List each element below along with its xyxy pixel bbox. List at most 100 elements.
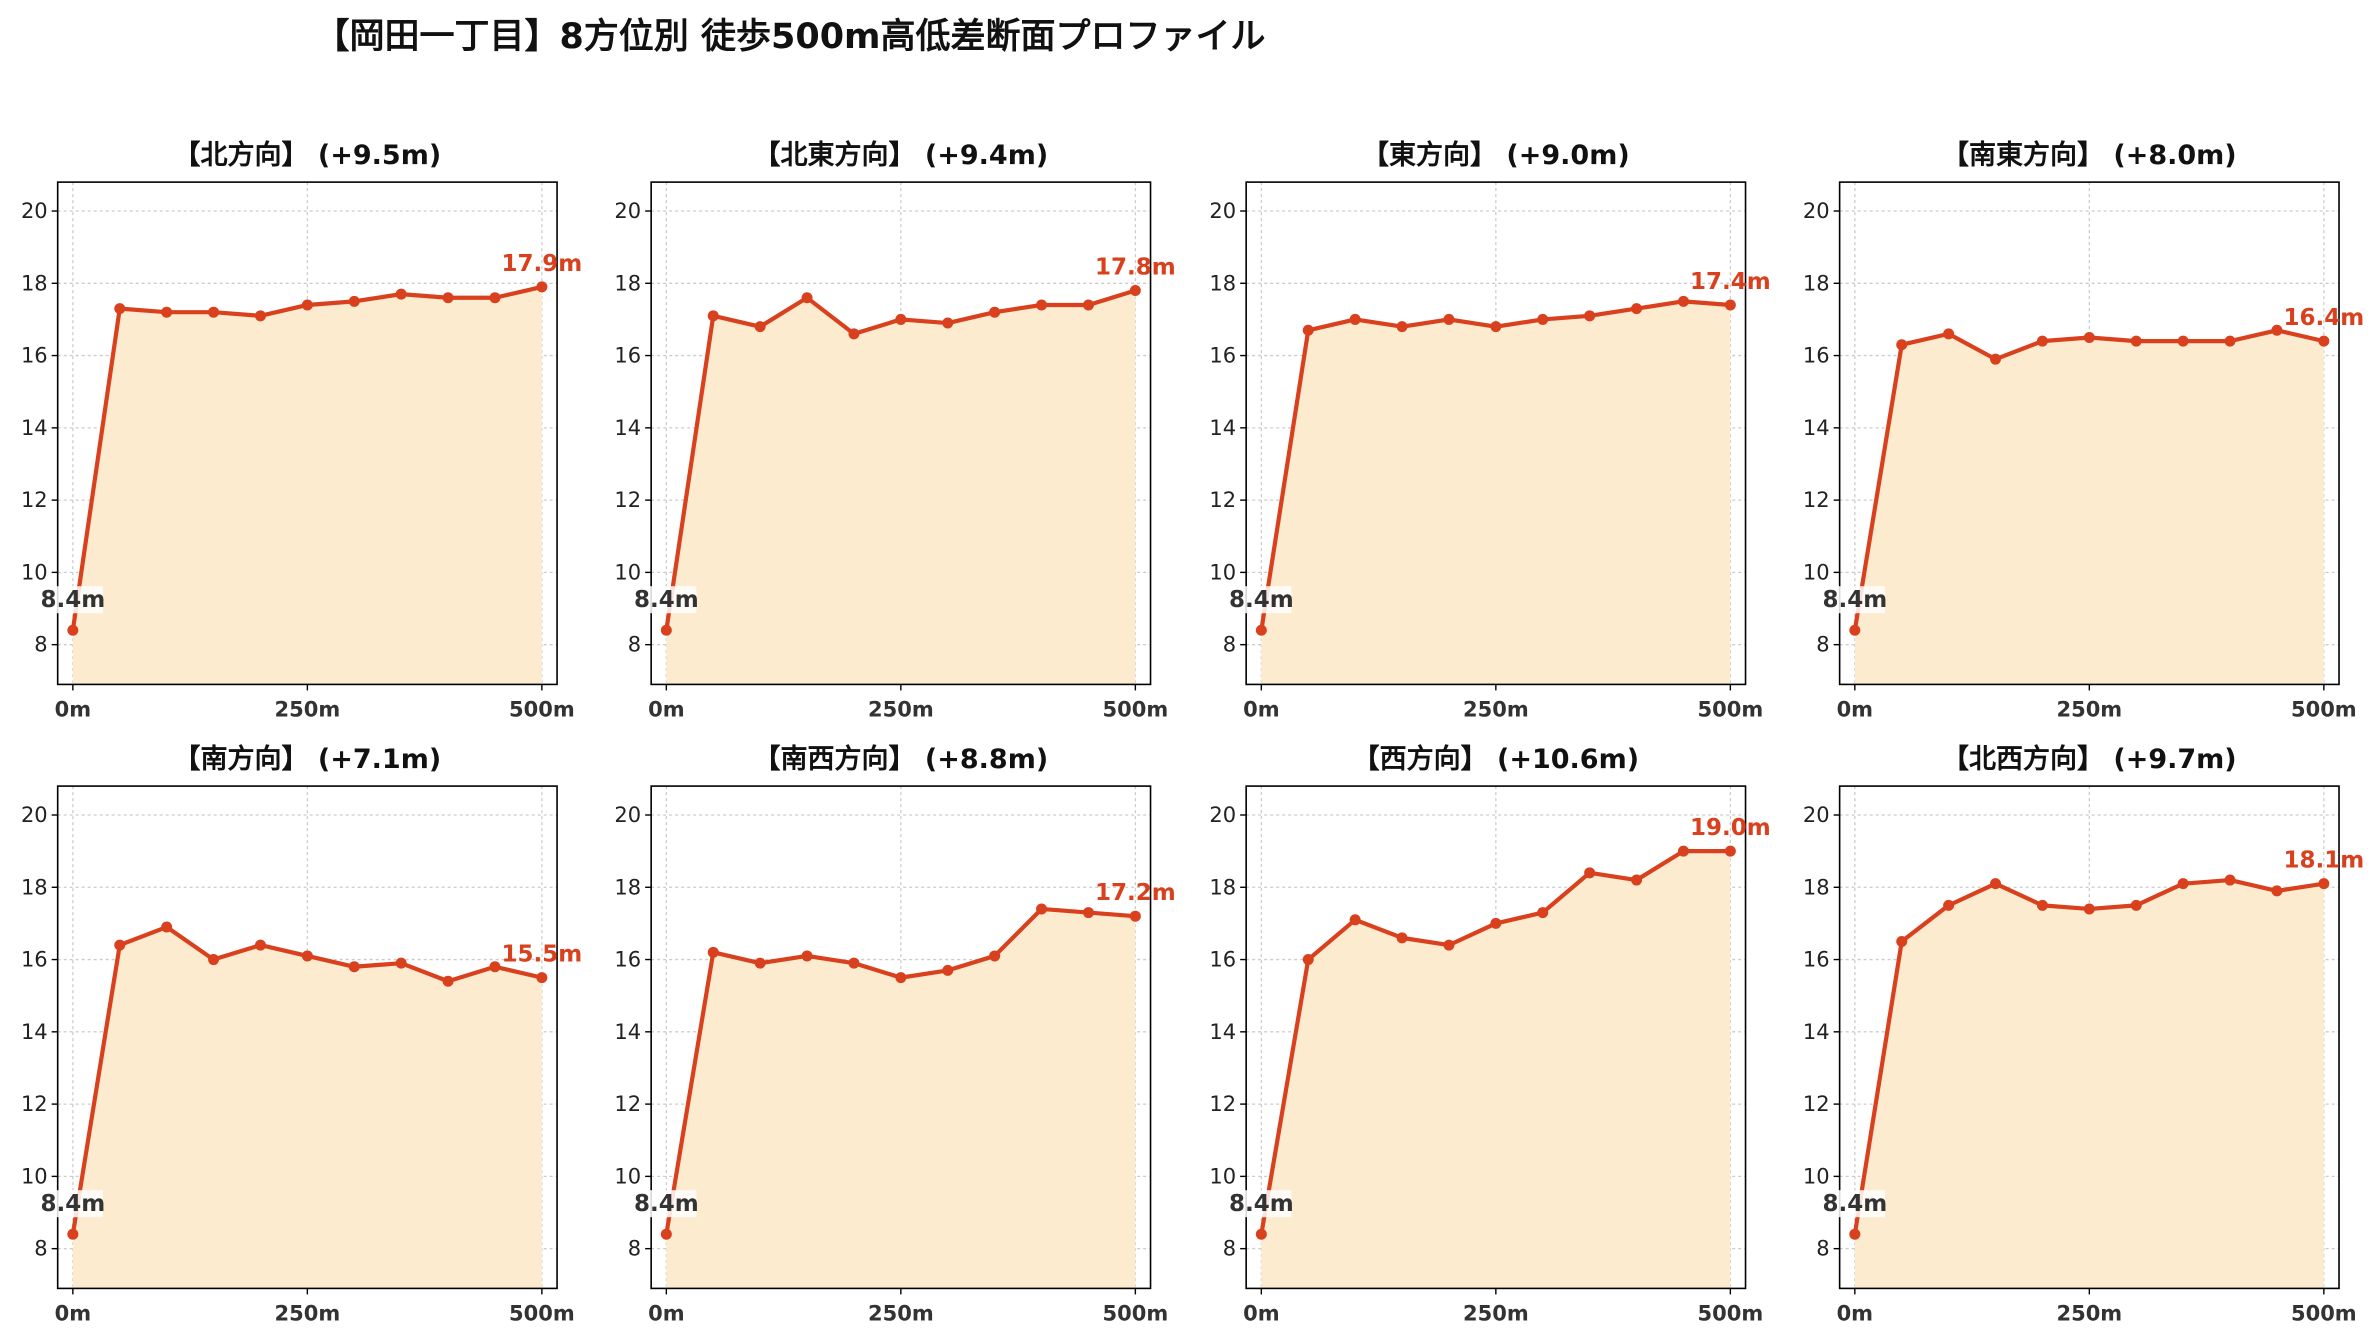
y-tick-label: 18 <box>1803 875 1830 899</box>
y-tick-label: 18 <box>21 271 48 295</box>
data-point <box>2036 899 2048 911</box>
y-tick-label: 12 <box>21 1092 48 1116</box>
y-tick-label: 12 <box>1803 488 1830 512</box>
data-point <box>1302 954 1314 966</box>
start-elevation-label: 8.4m <box>40 1191 105 1217</box>
y-tick-label: 14 <box>614 1020 641 1044</box>
data-point <box>1082 907 1094 919</box>
data-point <box>1896 339 1908 351</box>
end-elevation-label: 18.1m <box>2283 848 2364 874</box>
data-point <box>942 964 954 976</box>
data-point <box>754 321 766 333</box>
data-point <box>1537 313 1549 325</box>
y-tick-label: 14 <box>1209 1020 1236 1044</box>
y-tick-label: 20 <box>614 199 641 223</box>
x-tick-label: 250m <box>1463 697 1529 721</box>
y-tick-label: 10 <box>1803 1164 1830 1188</box>
data-point <box>1849 624 1861 636</box>
start-label-bg <box>636 1190 697 1218</box>
data-point <box>67 624 79 636</box>
y-tick-label: 8 <box>34 633 47 657</box>
start-elevation-label: 8.4m <box>1229 1191 1294 1217</box>
data-point <box>2177 335 2189 347</box>
y-tick-label: 12 <box>1209 1092 1236 1116</box>
y-tick-label: 8 <box>1816 1237 1829 1261</box>
x-tick-label: 0m <box>55 1301 92 1325</box>
data-point <box>208 954 220 966</box>
panel-title: 【北西方向】 (+9.7m) <box>1942 743 2237 775</box>
y-tick-label: 12 <box>1209 488 1236 512</box>
y-tick-label: 16 <box>1209 948 1236 972</box>
data-point <box>1036 903 1048 915</box>
x-tick-label: 0m <box>55 697 92 721</box>
data-point <box>1490 321 1502 333</box>
x-tick-label: 250m <box>868 697 934 721</box>
x-tick-label: 500m <box>1102 1301 1168 1325</box>
y-tick-label: 16 <box>1803 948 1830 972</box>
chart-panel: 【北東方向】 (+9.4m) 8 10 12 14 16 18 20 0m 250m 500m 8.4… <box>614 139 1175 721</box>
y-tick-label: 10 <box>21 560 48 584</box>
y-tick-label: 14 <box>21 1020 48 1044</box>
chart-panel: 【西方向】 (+10.6m) 8 10 12 14 16 18 20 0m 250m 500m 8.4… <box>1209 743 1770 1325</box>
figure-title: 【岡田一丁目】8方位別 徒歩500m高低差断面プロファイル <box>314 17 1266 57</box>
y-tick-label: 20 <box>1803 803 1830 827</box>
start-label-bg <box>1824 586 1885 614</box>
y-tick-label: 12 <box>21 488 48 512</box>
end-elevation-label: 19.0m <box>1690 815 1771 841</box>
data-point <box>2271 324 2283 336</box>
start-elevation-label: 8.4m <box>1229 587 1294 613</box>
x-tick-label: 0m <box>1837 1301 1874 1325</box>
y-tick-label: 12 <box>614 488 641 512</box>
data-point <box>1584 867 1596 879</box>
x-tick-label: 250m <box>1463 1301 1529 1325</box>
y-tick-label: 8 <box>628 633 641 657</box>
start-label-bg <box>636 586 697 614</box>
start-elevation-label: 8.4m <box>40 587 105 613</box>
data-point <box>1943 899 1955 911</box>
data-point <box>1724 299 1736 311</box>
y-tick-label: 16 <box>1803 344 1830 368</box>
start-label-bg <box>1231 1190 1292 1218</box>
data-point <box>801 292 813 304</box>
data-point <box>1990 878 2002 890</box>
data-point <box>2224 874 2236 886</box>
y-tick-label: 16 <box>614 948 641 972</box>
start-label-bg <box>42 1190 103 1218</box>
y-tick-label: 12 <box>614 1092 641 1116</box>
y-tick-label: 20 <box>1209 199 1236 223</box>
data-point <box>161 306 173 318</box>
data-point <box>114 303 126 315</box>
data-point <box>1490 917 1502 929</box>
x-tick-label: 250m <box>275 1301 341 1325</box>
y-tick-label: 16 <box>1209 344 1236 368</box>
data-point <box>67 1228 79 1240</box>
x-tick-label: 500m <box>509 1301 575 1325</box>
x-tick-label: 0m <box>648 1301 685 1325</box>
data-point <box>754 957 766 969</box>
data-point <box>1943 328 1955 340</box>
elevation-area <box>666 908 1136 1289</box>
y-tick-label: 20 <box>1803 199 1830 223</box>
y-tick-label: 16 <box>21 948 48 972</box>
data-point <box>489 292 501 304</box>
data-point <box>942 317 954 329</box>
data-point <box>1255 624 1267 636</box>
y-tick-label: 16 <box>21 344 48 368</box>
x-tick-label: 0m <box>1243 697 1280 721</box>
x-tick-label: 250m <box>868 1301 934 1325</box>
y-tick-label: 8 <box>34 1237 47 1261</box>
y-tick-label: 14 <box>614 416 641 440</box>
start-elevation-label: 8.4m <box>634 587 699 613</box>
y-tick-label: 14 <box>1803 416 1830 440</box>
data-point <box>1349 313 1361 325</box>
chart-panel: 【南方向】 (+7.1m) 8 10 12 14 16 18 20 0m 250m 500m 8.4m… <box>21 743 582 1325</box>
data-point <box>2083 331 2095 343</box>
data-point <box>660 1228 672 1240</box>
start-elevation-label: 8.4m <box>1822 1191 1887 1217</box>
data-point <box>2318 878 2330 890</box>
data-point <box>301 950 313 962</box>
x-tick-label: 250m <box>2056 697 2122 721</box>
x-tick-label: 250m <box>2056 1301 2122 1325</box>
end-elevation-label: 17.8m <box>1095 255 1176 281</box>
